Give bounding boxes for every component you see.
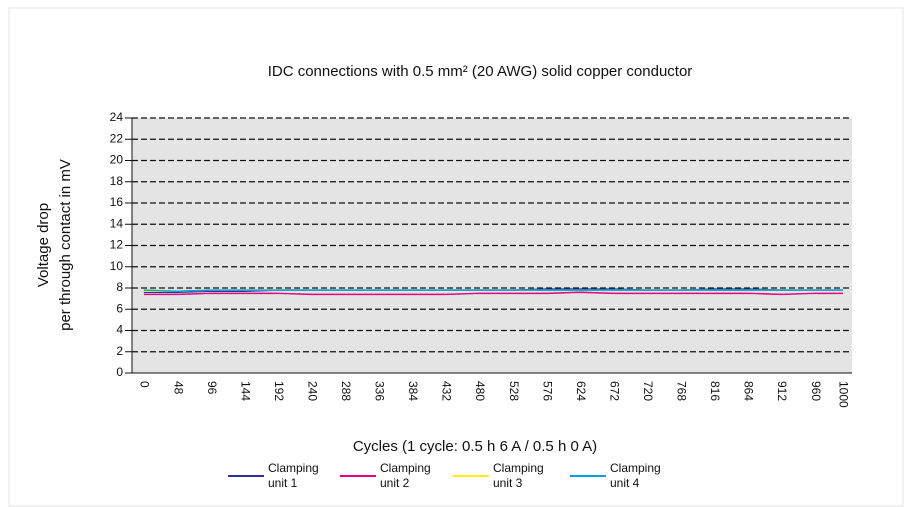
y-tick-label: 20 — [110, 153, 124, 167]
y-tick-label: 12 — [110, 238, 124, 252]
y-tick-label: 16 — [110, 195, 124, 209]
y-tick-label: 6 — [116, 301, 123, 315]
y-axis-label: Voltage drop — [35, 203, 52, 287]
series-line — [143, 289, 843, 292]
legend-swatch — [340, 475, 376, 477]
y-tick-label: 22 — [110, 131, 124, 145]
x-tick-label: 864 — [742, 381, 756, 401]
x-tick-label: 720 — [641, 381, 655, 401]
x-tick-label: 96 — [205, 381, 219, 395]
x-tick-label: 240 — [305, 381, 319, 401]
legend-item: Clamping unit 3 — [453, 461, 555, 491]
x-tick-label: 960 — [809, 381, 823, 401]
chart-title: IDC connections with 0.5 mm² (20 AWG) so… — [268, 63, 693, 80]
series-line — [143, 291, 843, 296]
legend-swatch — [570, 475, 606, 477]
x-tick-label: 912 — [775, 381, 789, 401]
x-tick-label: 48 — [171, 381, 185, 395]
x-tick-label: 384 — [406, 381, 420, 401]
x-tick-label: 816 — [708, 381, 722, 401]
x-tick-label: 144 — [238, 381, 252, 401]
x-tick-label: 336 — [373, 381, 387, 401]
x-tick-label: 192 — [272, 381, 286, 401]
x-axis-label: Cycles (1 cycle: 0.5 h 6 A / 0.5 h 0 A) — [353, 438, 597, 455]
legend-swatch — [453, 475, 489, 477]
legend-item: Clamping unit 1 — [228, 461, 330, 491]
y-tick-label: 2 — [116, 344, 123, 358]
legend-item: Clamping unit 4 — [570, 461, 672, 491]
legend-item: Clamping unit 2 — [340, 461, 442, 491]
legend-label: Clamping unit 3 — [493, 461, 544, 490]
x-tick-label: 576 — [540, 381, 554, 401]
legend-label: Clamping unit 1 — [268, 461, 319, 490]
x-tick-label: 432 — [440, 381, 454, 401]
frame — [8, 7, 904, 507]
x-tick-label: 672 — [607, 381, 621, 401]
x-tick-label: 528 — [507, 381, 521, 401]
x-tick-label: 288 — [339, 381, 353, 401]
y-axis-label: per through contact in mV — [57, 159, 74, 331]
legend-swatch — [228, 475, 264, 477]
x-tick-label: 768 — [675, 381, 689, 401]
y-tick-label: 14 — [110, 216, 124, 230]
y-tick-label: 4 — [116, 323, 123, 337]
legend-label: Clamping unit 4 — [610, 461, 661, 490]
y-tick-label: 18 — [110, 174, 124, 188]
y-tick-label: 8 — [116, 280, 123, 294]
y-tick-label: 0 — [116, 365, 123, 379]
x-tick-label: 0 — [138, 381, 152, 388]
y-tick-label: 24 — [110, 110, 124, 124]
y-tick-label: 10 — [110, 259, 124, 273]
x-tick-label: 1000 — [837, 381, 851, 408]
x-tick-label: 624 — [574, 381, 588, 401]
legend-label: Clamping unit 2 — [380, 461, 431, 490]
x-tick-label: 480 — [473, 381, 487, 401]
